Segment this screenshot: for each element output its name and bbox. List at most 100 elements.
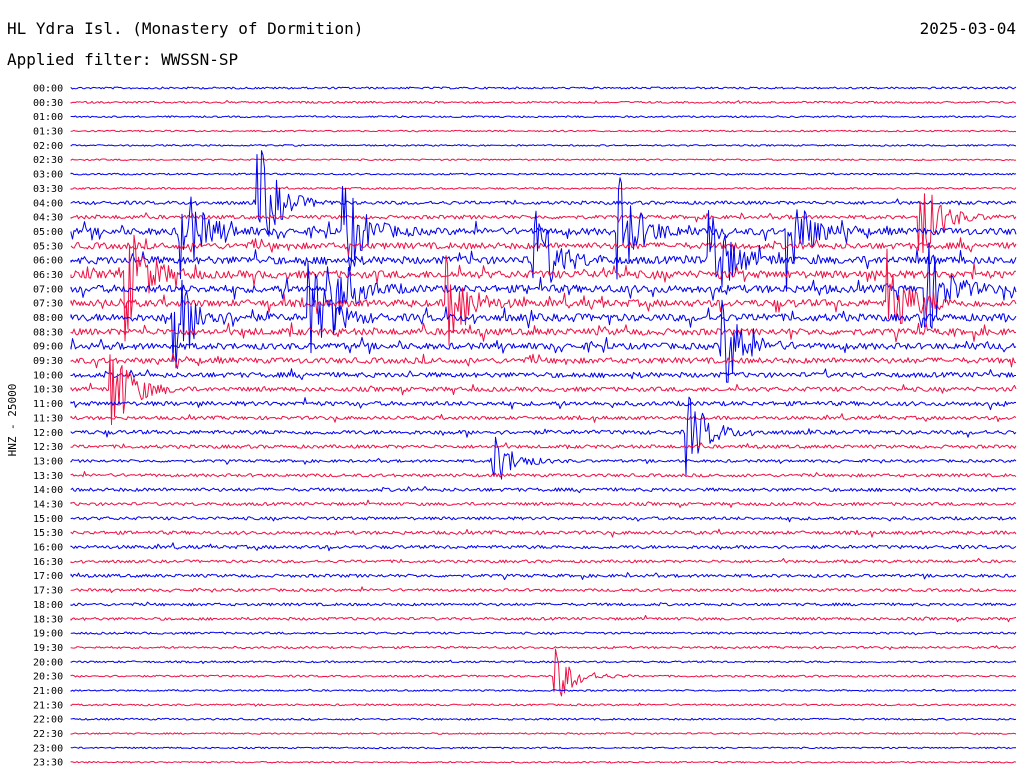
trace-line — [70, 368, 1016, 381]
time-label: 01:00 — [33, 112, 63, 123]
trace-line — [70, 115, 1017, 118]
trace-line — [70, 761, 1017, 764]
time-label: 20:00 — [33, 657, 63, 668]
trace-line — [70, 732, 1017, 735]
trace-line — [70, 396, 1017, 476]
time-label: 07:00 — [33, 284, 63, 295]
trace-line — [70, 397, 1017, 411]
trace-line — [70, 322, 1017, 343]
filter-label: Applied filter: WWSSN-SP — [7, 50, 239, 69]
trace-line — [70, 237, 1017, 256]
trace-line — [70, 299, 1017, 383]
trace-line — [70, 702, 1017, 707]
time-label: 17:30 — [33, 586, 63, 597]
time-label: 18:30 — [33, 614, 63, 625]
time-label: 19:00 — [33, 629, 63, 640]
time-label: 19:30 — [33, 643, 63, 654]
time-label: 05:30 — [33, 241, 63, 252]
time-label: 08:00 — [33, 313, 63, 324]
time-label: 13:00 — [33, 456, 63, 467]
trace-line — [70, 129, 1017, 133]
time-label: 14:00 — [33, 485, 63, 496]
time-label: 12:30 — [33, 442, 63, 453]
time-label: 02:00 — [33, 141, 63, 152]
trace-line — [70, 144, 1017, 147]
trace-line — [70, 150, 1017, 237]
trace-line — [70, 158, 1017, 161]
trace-line — [70, 614, 1017, 623]
trace-line — [70, 436, 1017, 480]
time-label: 14:30 — [33, 500, 63, 511]
time-label: 15:30 — [33, 528, 63, 539]
trace-line — [70, 601, 1017, 607]
time-label: 17:00 — [33, 571, 63, 582]
time-label: 03:00 — [33, 170, 63, 181]
trace-line — [70, 234, 1017, 342]
time-label: 01:30 — [33, 127, 63, 138]
trace-line — [70, 262, 1017, 369]
time-label: 18:00 — [33, 600, 63, 611]
time-label: 21:30 — [33, 700, 63, 711]
trace-line — [70, 688, 1017, 692]
time-label: 10:30 — [33, 385, 63, 396]
trace-line — [70, 746, 1017, 750]
time-label: 21:00 — [33, 686, 63, 697]
trace-line — [70, 558, 1017, 564]
trace-line — [70, 499, 1017, 508]
trace-line — [70, 631, 1017, 636]
time-label: 05:00 — [33, 227, 63, 238]
trace-line — [70, 413, 1017, 423]
time-label: 23:00 — [33, 743, 63, 754]
station-title: HL Ydra Isl. (Monastery of Dormition) — [7, 19, 364, 38]
time-label: 09:30 — [33, 356, 63, 367]
trace-line — [70, 648, 1017, 697]
trace-line — [70, 86, 1017, 90]
time-label: 22:00 — [33, 715, 63, 726]
trace-line — [70, 486, 1017, 494]
trace-line — [70, 352, 1017, 370]
trace-line — [70, 186, 1017, 190]
time-label: 00:30 — [33, 98, 63, 109]
time-label: 08:30 — [33, 327, 63, 338]
trace-line — [70, 354, 1017, 426]
trace-line — [70, 442, 1017, 450]
time-label: 23:30 — [33, 758, 63, 769]
time-label: 11:00 — [33, 399, 63, 410]
time-label: 07:30 — [33, 299, 63, 310]
time-label: 16:30 — [33, 557, 63, 568]
time-label: 06:30 — [33, 270, 63, 281]
trace-line — [70, 471, 1017, 478]
trace-line — [70, 586, 1017, 593]
trace-line — [70, 542, 1017, 552]
trace-line — [70, 177, 1017, 292]
time-label: 20:30 — [33, 672, 63, 683]
time-label: 11:30 — [33, 413, 63, 424]
time-label: 10:00 — [33, 370, 63, 381]
trace-line — [70, 248, 1017, 346]
trace-line — [70, 572, 1017, 581]
time-label: 22:30 — [33, 729, 63, 740]
trace-line — [70, 516, 1017, 523]
time-label: 13:30 — [33, 471, 63, 482]
time-label: 04:00 — [33, 198, 63, 209]
time-label: 16:00 — [33, 543, 63, 554]
trace-line — [70, 193, 1017, 253]
date-label: 2025-03-04 — [919, 19, 1016, 38]
time-label: 06:00 — [33, 256, 63, 267]
time-label: 00:00 — [33, 84, 63, 95]
trace-line — [70, 659, 1017, 664]
trace-line — [70, 242, 1017, 336]
time-label: 02:30 — [33, 155, 63, 166]
trace-line — [70, 717, 1017, 721]
time-label: 03:30 — [33, 184, 63, 195]
time-label: 15:00 — [33, 514, 63, 525]
trace-line — [70, 172, 1017, 176]
time-label: 09:00 — [33, 342, 63, 353]
trace-line — [70, 528, 1017, 538]
trace-line — [70, 210, 1017, 288]
time-label: 04:30 — [33, 213, 63, 224]
trace-line — [70, 100, 1017, 104]
time-label: 12:00 — [33, 428, 63, 439]
trace-line — [70, 645, 1017, 651]
